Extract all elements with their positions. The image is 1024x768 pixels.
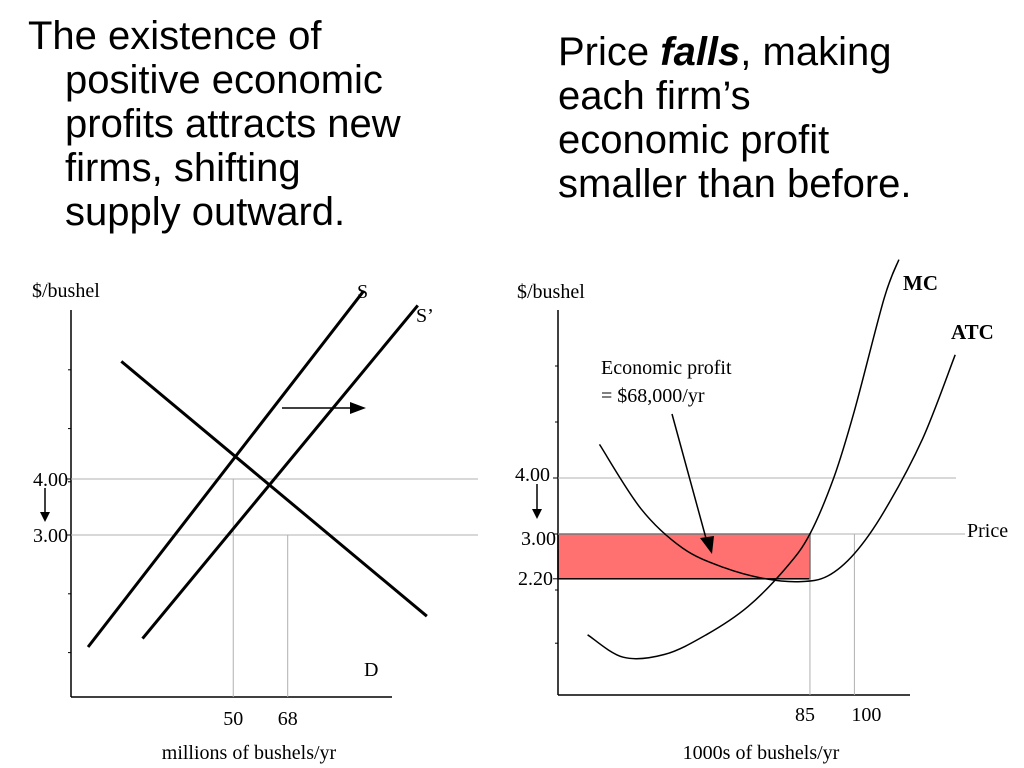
y-axis-title: $/bushel xyxy=(32,280,100,302)
left-text-line: supply outward. xyxy=(65,190,346,234)
right-text-line: each firm’s xyxy=(558,74,751,118)
curve-mc xyxy=(587,259,900,660)
series-label-mc: MC xyxy=(903,271,938,295)
series-label-s-prime: S’ xyxy=(416,305,434,327)
series-line-s xyxy=(86,290,365,648)
price-down-arrow-head xyxy=(532,509,542,519)
y-tick-label: 2.20 xyxy=(518,568,553,590)
x-tick-label: 68 xyxy=(278,708,298,730)
left-text-line: profits attracts new xyxy=(65,102,401,146)
y-tick-label: 3.00 xyxy=(521,528,556,550)
annotation-pointer-shaft xyxy=(671,413,708,543)
y-tick-label: 4.00 xyxy=(33,469,68,491)
right-explanation-text: Price falls, making each firm’s economic… xyxy=(558,30,1018,206)
right-text-line: smaller than before. xyxy=(558,162,912,206)
y-tick-label: 3.00 xyxy=(33,525,68,547)
annotation-line-1: Economic profit xyxy=(601,357,732,379)
curve-atc xyxy=(598,354,956,583)
left-text-line: firms, shifting xyxy=(65,146,301,190)
x-tick-label: 50 xyxy=(223,708,243,730)
left-explanation-text: The existence of positive economic profi… xyxy=(28,14,498,234)
series-label-atc: ATC xyxy=(951,320,994,344)
annotation-line-2: = $68,000/yr xyxy=(601,385,705,407)
series-line-s-prime xyxy=(141,304,419,640)
annotation-pointer-head xyxy=(700,536,714,554)
x-axis-title: millions of bushels/yr xyxy=(162,742,337,764)
economic-profit-rectangle xyxy=(557,533,811,580)
making-text: , making xyxy=(740,30,892,74)
left-text-line: The existence of xyxy=(28,14,322,58)
y-tick-label: 4.00 xyxy=(515,464,550,486)
market-supply-demand-chart: 4.00 3.00 50 68 S S’ D $/bushel millions of bush… xyxy=(32,280,478,764)
price-word: Price xyxy=(558,30,661,74)
left-text-line: positive economic xyxy=(65,58,383,102)
y-axis-title: $/bushel xyxy=(517,281,585,303)
right-text-line: economic profit xyxy=(558,118,830,162)
falls-emphasis: falls xyxy=(660,30,741,74)
shift-arrow-head xyxy=(350,402,366,414)
firm-cost-chart: 4.00 3.00 2.20 85 100 MC ATC Price Economic prof… xyxy=(515,259,1008,764)
x-axis-title: 1000s of bushels/yr xyxy=(683,742,840,764)
x-tick-label: 100 xyxy=(851,704,881,726)
series-label-d: D xyxy=(364,659,378,681)
right-text-line-1: Price falls, making xyxy=(558,30,1018,74)
x-tick-label: 85 xyxy=(795,704,815,726)
series-label-s: S xyxy=(357,281,368,303)
price-down-arrow-head xyxy=(40,512,50,522)
price-line-label: Price xyxy=(967,520,1008,542)
series-line-d xyxy=(120,360,428,618)
